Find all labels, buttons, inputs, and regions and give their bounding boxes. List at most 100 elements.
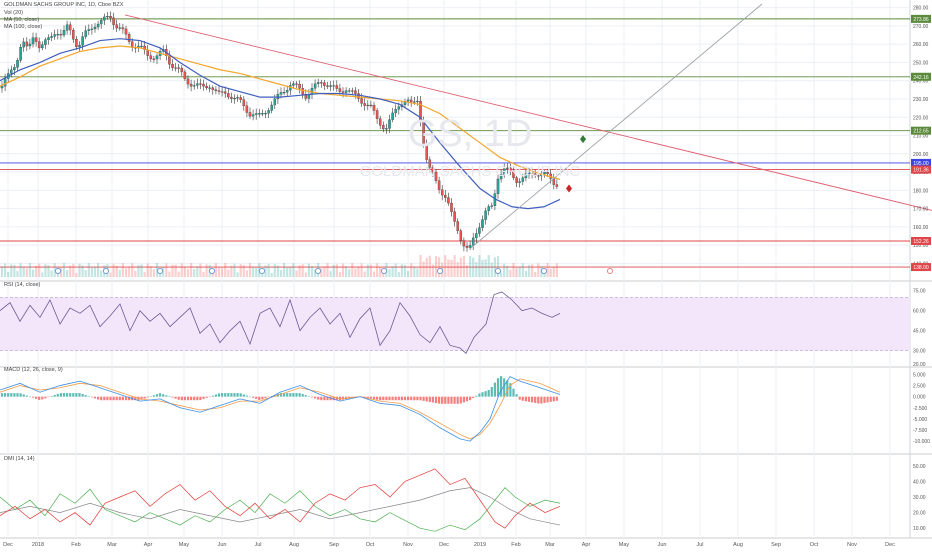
candle-body (363, 103, 366, 106)
macd-histogram-bar (441, 396, 444, 404)
macd-histogram-bar (283, 393, 286, 397)
candle-body (437, 180, 441, 190)
macd-histogram-bar (444, 396, 447, 404)
event-marker[interactable] (314, 267, 321, 274)
volume-bar (112, 263, 115, 277)
candle-body (205, 85, 208, 89)
candle-body (171, 64, 174, 68)
event-marker[interactable] (541, 267, 548, 274)
macd-histogram-bar (410, 396, 413, 401)
volume-bar (19, 263, 22, 277)
volume-bar (509, 269, 512, 277)
macd-histogram-bar (453, 396, 456, 404)
resistance-trendline[interactable] (124, 14, 932, 211)
candle-body (251, 114, 255, 117)
y-tick-label: 150.00 (913, 243, 929, 249)
volume-bar (450, 259, 453, 277)
macd-y-tick-label: 5.000 (913, 372, 926, 378)
x-tick-label: May (619, 542, 630, 548)
candle-body (298, 83, 301, 89)
x-tick-label: Oct (810, 542, 819, 548)
volume-bar (469, 255, 472, 277)
candle-body (25, 41, 29, 47)
volume-bar (165, 263, 168, 277)
candle-body (292, 83, 295, 86)
volume-bar (16, 271, 19, 277)
macd-histogram-bar (25, 395, 28, 397)
volume-bar (252, 267, 255, 277)
macd-histogram-bar (537, 396, 540, 404)
volume-bar (124, 268, 128, 277)
price-label-box (911, 126, 931, 135)
volume-bar (171, 264, 174, 277)
event-marker[interactable] (607, 267, 614, 274)
candle-body (44, 39, 47, 45)
event-marker[interactable] (258, 267, 265, 274)
x-tick-label: 2019 (474, 542, 486, 548)
candle-body (155, 55, 159, 60)
volume-bar (354, 268, 357, 277)
macd-histogram-bar (335, 396, 338, 401)
volume-bar (360, 263, 363, 277)
macd-histogram-bar (100, 396, 103, 401)
volume-bar (7, 271, 10, 277)
adx-line (0, 487, 561, 526)
volume-bar (444, 255, 447, 277)
macd-histogram-bar (515, 394, 518, 397)
macd-histogram-bar (407, 396, 410, 401)
candle-body (223, 91, 227, 94)
candle-body (320, 82, 323, 84)
macd-histogram-bar (503, 378, 506, 397)
volume-bar (496, 256, 500, 277)
up-arrow-marker[interactable] (580, 135, 586, 144)
x-tick-label: Dec (3, 542, 13, 548)
event-marker[interactable] (494, 267, 501, 274)
volume-bar (413, 266, 416, 277)
macd-histogram-bar (531, 396, 534, 403)
volume-bar (78, 263, 81, 277)
volume-bar (394, 263, 397, 277)
volume-bar (320, 268, 323, 277)
volume-bar (174, 264, 177, 277)
macd-histogram-bar (227, 393, 230, 397)
macd-histogram-bar (87, 396, 90, 397)
volume-bar (186, 268, 190, 277)
x-tick-label: May (179, 542, 190, 548)
rsi-y-tick-label: 60.00 (913, 309, 926, 315)
volume-bar (236, 272, 239, 277)
macd-histogram-bar (255, 396, 258, 399)
candle-body (369, 104, 373, 107)
volume-bar (372, 271, 376, 277)
candle-body (93, 26, 97, 30)
volume-bar (419, 255, 422, 277)
volume-bar (369, 264, 372, 277)
volume-bar (255, 267, 258, 277)
candle-body (347, 90, 351, 92)
candle-body (512, 170, 515, 178)
candle-body (186, 78, 190, 85)
volume-bar (66, 269, 69, 277)
macd-histogram-bar (450, 396, 453, 404)
down-arrow-marker[interactable] (566, 184, 572, 193)
volume-bar (465, 264, 469, 277)
volume-bar (348, 269, 351, 277)
event-marker[interactable] (436, 267, 443, 274)
event-marker[interactable] (55, 267, 62, 274)
event-marker[interactable] (103, 267, 110, 274)
macd-histogram-bar (10, 393, 13, 397)
event-marker[interactable] (156, 267, 163, 274)
event-marker[interactable] (380, 267, 387, 274)
volume-bar (131, 263, 134, 277)
volume-bar (121, 263, 124, 277)
macd-histogram-bar (190, 396, 193, 401)
ma50-legend: MA (50, close) (4, 17, 40, 23)
macd-histogram-bar (236, 393, 239, 397)
macd-histogram-bar (416, 396, 419, 401)
support-trendline[interactable] (469, 3, 763, 250)
event-marker[interactable] (208, 267, 215, 274)
macd-histogram-bar (419, 396, 422, 401)
candle-body (524, 173, 528, 179)
volume-bar (425, 257, 428, 277)
candle-body (326, 85, 329, 87)
dmi-minus-line (0, 468, 561, 529)
